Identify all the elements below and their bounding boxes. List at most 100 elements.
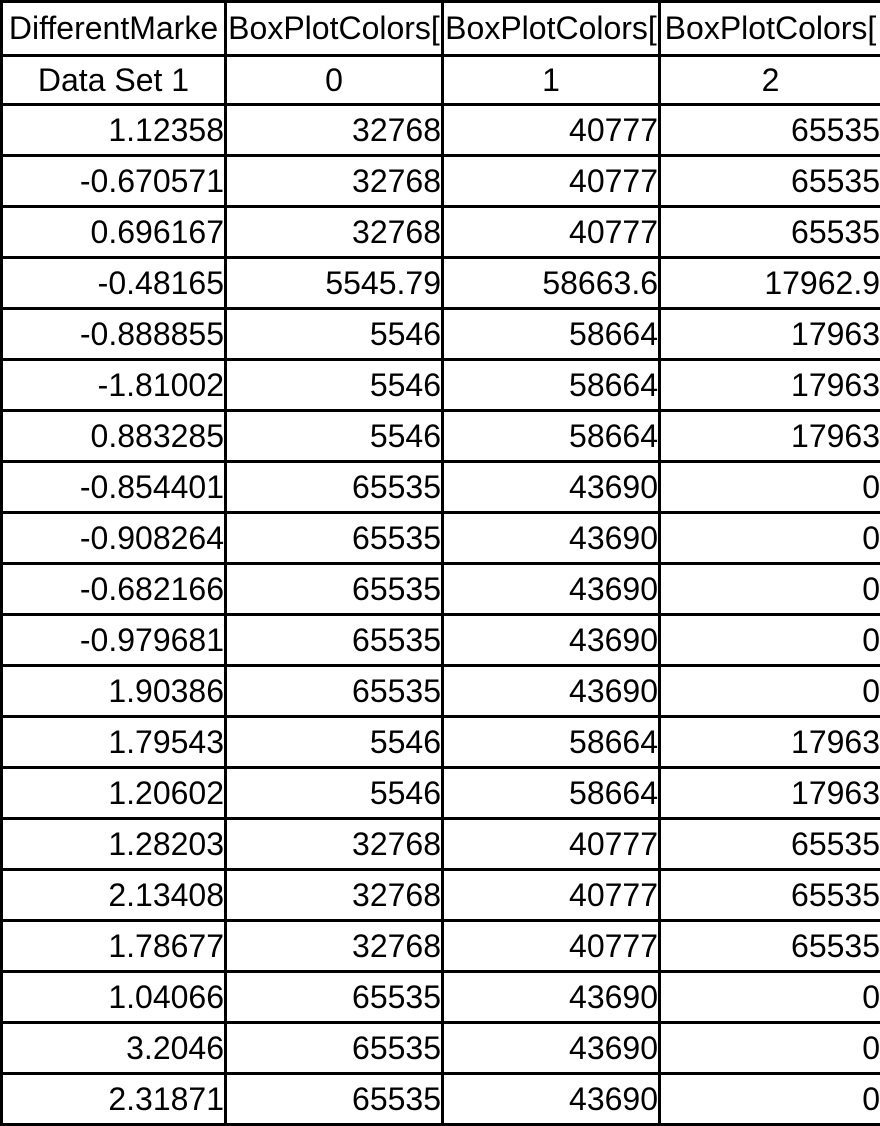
value-cell[interactable]: 2.13408 <box>0 868 227 922</box>
table-row: -0.670571 32768 40777 65535 <box>0 154 880 208</box>
value-cell[interactable]: 65535 <box>224 1072 444 1126</box>
value-cell[interactable]: 1.28203 <box>0 817 227 871</box>
value-cell[interactable]: -0.908264 <box>0 511 227 565</box>
table-row: 2.31871 65535 43690 0 <box>0 1072 880 1126</box>
value-cell[interactable]: 43690 <box>441 511 661 565</box>
table-row: -1.81002 5546 58664 17963 <box>0 358 880 412</box>
value-cell[interactable]: 58663.6 <box>441 256 661 310</box>
value-cell[interactable]: 0.883285 <box>0 409 227 463</box>
value-cell[interactable]: 32768 <box>224 154 444 208</box>
table-row: 1.12358 32768 40777 65535 <box>0 103 880 157</box>
value-cell[interactable]: 43690 <box>441 613 661 667</box>
value-cell[interactable]: 5546 <box>224 307 444 361</box>
value-cell[interactable]: 65535 <box>224 970 444 1024</box>
value-cell[interactable]: 1.78677 <box>0 919 227 973</box>
value-cell[interactable]: 40777 <box>441 919 661 973</box>
value-cell[interactable]: 0 <box>658 1021 880 1075</box>
value-cell[interactable]: 40777 <box>441 205 661 259</box>
table-row: 1.90386 65535 43690 0 <box>0 664 880 718</box>
value-cell[interactable]: 3.2046 <box>0 1021 227 1075</box>
value-cell[interactable]: 17963 <box>658 358 880 412</box>
column-index-cell-0[interactable]: 0 <box>224 54 444 106</box>
table-row: 1.20602 5546 58664 17963 <box>0 766 880 820</box>
value-cell[interactable]: -1.81002 <box>0 358 227 412</box>
value-cell[interactable]: -0.48165 <box>0 256 227 310</box>
value-cell[interactable]: 40777 <box>441 868 661 922</box>
value-cell[interactable]: -0.670571 <box>0 154 227 208</box>
value-cell[interactable]: 58664 <box>441 307 661 361</box>
table-row: 0.883285 5546 58664 17963 <box>0 409 880 463</box>
dataset-label-cell[interactable]: Data Set 1 <box>0 54 227 106</box>
value-cell[interactable]: 65535 <box>658 868 880 922</box>
value-cell[interactable]: 58664 <box>441 715 661 769</box>
value-cell[interactable]: 32768 <box>224 205 444 259</box>
column-header-markers[interactable]: DifferentMarke <box>0 0 227 57</box>
value-cell[interactable]: -0.888855 <box>0 307 227 361</box>
value-cell[interactable]: 17963 <box>658 766 880 820</box>
value-cell[interactable]: 65535 <box>658 154 880 208</box>
value-cell[interactable]: 0 <box>658 1072 880 1126</box>
value-cell[interactable]: 0 <box>658 460 880 514</box>
value-cell[interactable]: 65535 <box>658 919 880 973</box>
value-cell[interactable]: 0 <box>658 613 880 667</box>
value-cell[interactable]: 65535 <box>224 664 444 718</box>
value-cell[interactable]: 32768 <box>224 817 444 871</box>
column-index-cell-1[interactable]: 1 <box>441 54 661 106</box>
value-cell[interactable]: -0.682166 <box>0 562 227 616</box>
value-cell[interactable]: 65535 <box>658 205 880 259</box>
value-cell[interactable]: 65535 <box>224 460 444 514</box>
value-cell[interactable]: 1.79543 <box>0 715 227 769</box>
value-cell[interactable]: -0.979681 <box>0 613 227 667</box>
value-cell[interactable]: 40777 <box>441 154 661 208</box>
column-header-boxplotcolors-2[interactable]: BoxPlotColors[ <box>658 0 880 57</box>
value-cell[interactable]: 17963 <box>658 307 880 361</box>
value-cell[interactable]: 1.04066 <box>0 970 227 1024</box>
value-cell[interactable]: 0 <box>658 511 880 565</box>
value-cell[interactable]: 0.696167 <box>0 205 227 259</box>
table-row: 1.28203 32768 40777 65535 <box>0 817 880 871</box>
table-row: 2.13408 32768 40777 65535 <box>0 868 880 922</box>
value-cell[interactable]: 1.90386 <box>0 664 227 718</box>
value-cell[interactable]: 5546 <box>224 715 444 769</box>
value-cell[interactable]: 17963 <box>658 409 880 463</box>
column-header-boxplotcolors-1[interactable]: BoxPlotColors[ <box>441 0 661 57</box>
value-cell[interactable]: 40777 <box>441 103 661 157</box>
value-cell[interactable]: 65535 <box>224 613 444 667</box>
value-cell[interactable]: 5545.79 <box>224 256 444 310</box>
value-cell[interactable]: 32768 <box>224 919 444 973</box>
value-cell[interactable]: 5546 <box>224 409 444 463</box>
value-cell[interactable]: 0 <box>658 970 880 1024</box>
value-cell[interactable]: 65535 <box>658 817 880 871</box>
value-cell[interactable]: 43690 <box>441 460 661 514</box>
value-cell[interactable]: 5546 <box>224 358 444 412</box>
value-cell[interactable]: 17962.9 <box>658 256 880 310</box>
value-cell[interactable]: 43690 <box>441 562 661 616</box>
value-cell[interactable]: 5546 <box>224 766 444 820</box>
value-cell[interactable]: 43690 <box>441 1072 661 1126</box>
value-cell[interactable]: 40777 <box>441 817 661 871</box>
column-index-cell-2[interactable]: 2 <box>658 54 880 106</box>
value-cell[interactable]: 32768 <box>224 103 444 157</box>
value-cell[interactable]: 65535 <box>224 511 444 565</box>
value-cell[interactable]: 0 <box>658 664 880 718</box>
value-cell[interactable]: 17963 <box>658 715 880 769</box>
value-cell[interactable]: 2.31871 <box>0 1072 227 1126</box>
value-cell[interactable]: 65535 <box>224 562 444 616</box>
value-cell[interactable]: 65535 <box>224 1021 444 1075</box>
value-cell[interactable]: 43690 <box>441 1021 661 1075</box>
value-cell[interactable]: 43690 <box>441 664 661 718</box>
value-cell[interactable]: 58664 <box>441 409 661 463</box>
column-header-boxplotcolors-0[interactable]: BoxPlotColors[ <box>224 0 444 57</box>
value-cell[interactable]: 43690 <box>441 970 661 1024</box>
table-row: 0.696167 32768 40777 65535 <box>0 205 880 259</box>
value-cell[interactable]: 1.20602 <box>0 766 227 820</box>
value-cell[interactable]: 1.12358 <box>0 103 227 157</box>
table-row: 1.78677 32768 40777 65535 <box>0 919 880 973</box>
value-cell[interactable]: 65535 <box>658 103 880 157</box>
value-cell[interactable]: 58664 <box>441 766 661 820</box>
table-row: -0.854401 65535 43690 0 <box>0 460 880 514</box>
value-cell[interactable]: -0.854401 <box>0 460 227 514</box>
value-cell[interactable]: 58664 <box>441 358 661 412</box>
value-cell[interactable]: 32768 <box>224 868 444 922</box>
value-cell[interactable]: 0 <box>658 562 880 616</box>
